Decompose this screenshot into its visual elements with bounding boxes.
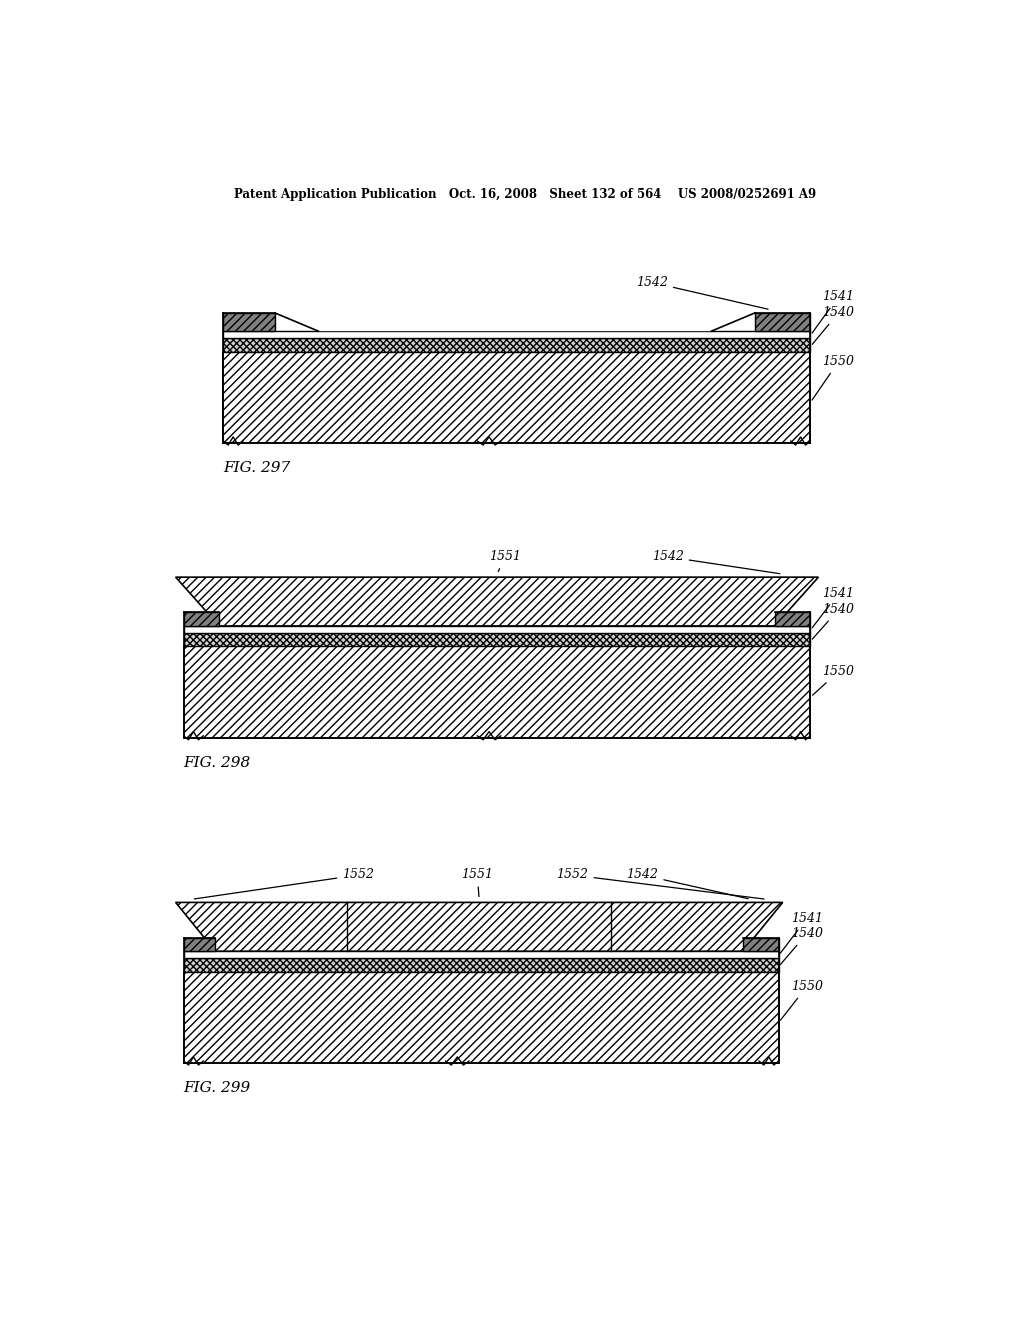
- Text: 1550: 1550: [780, 981, 822, 1020]
- Bar: [223, 351, 811, 444]
- Text: 1542: 1542: [627, 869, 749, 899]
- Bar: [743, 939, 779, 952]
- Bar: [183, 626, 811, 634]
- Text: Patent Application Publication   Oct. 16, 2008   Sheet 132 of 564    US 2008/025: Patent Application Publication Oct. 16, …: [233, 189, 816, 202]
- Bar: [183, 939, 215, 952]
- Bar: [183, 952, 779, 958]
- Text: 1540: 1540: [812, 603, 854, 639]
- Text: 1551: 1551: [461, 869, 494, 896]
- Text: 1550: 1550: [812, 355, 854, 400]
- Polygon shape: [176, 903, 782, 952]
- Bar: [223, 331, 811, 338]
- Bar: [183, 647, 811, 738]
- Text: 1541: 1541: [780, 912, 822, 953]
- Text: 1540: 1540: [780, 928, 822, 965]
- Text: 1552: 1552: [557, 869, 764, 899]
- Bar: [183, 611, 219, 626]
- Text: FIG. 299: FIG. 299: [183, 1081, 251, 1096]
- Text: 1540: 1540: [812, 306, 854, 345]
- Text: 1541: 1541: [812, 290, 854, 333]
- Text: 1542: 1542: [652, 550, 780, 574]
- Bar: [775, 611, 811, 626]
- Text: FIG. 297: FIG. 297: [223, 462, 291, 475]
- Bar: [755, 313, 811, 331]
- Text: FIG. 298: FIG. 298: [183, 756, 251, 770]
- Bar: [183, 958, 779, 972]
- Bar: [223, 338, 811, 351]
- Text: 1550: 1550: [813, 665, 854, 696]
- Text: 1541: 1541: [812, 587, 854, 628]
- Bar: [183, 634, 811, 647]
- Text: 1552: 1552: [195, 869, 375, 899]
- Bar: [223, 313, 274, 331]
- Text: 1551: 1551: [489, 550, 521, 572]
- Text: 1542: 1542: [636, 276, 768, 309]
- Polygon shape: [176, 577, 818, 626]
- Bar: [183, 972, 779, 1063]
- Polygon shape: [274, 313, 755, 331]
